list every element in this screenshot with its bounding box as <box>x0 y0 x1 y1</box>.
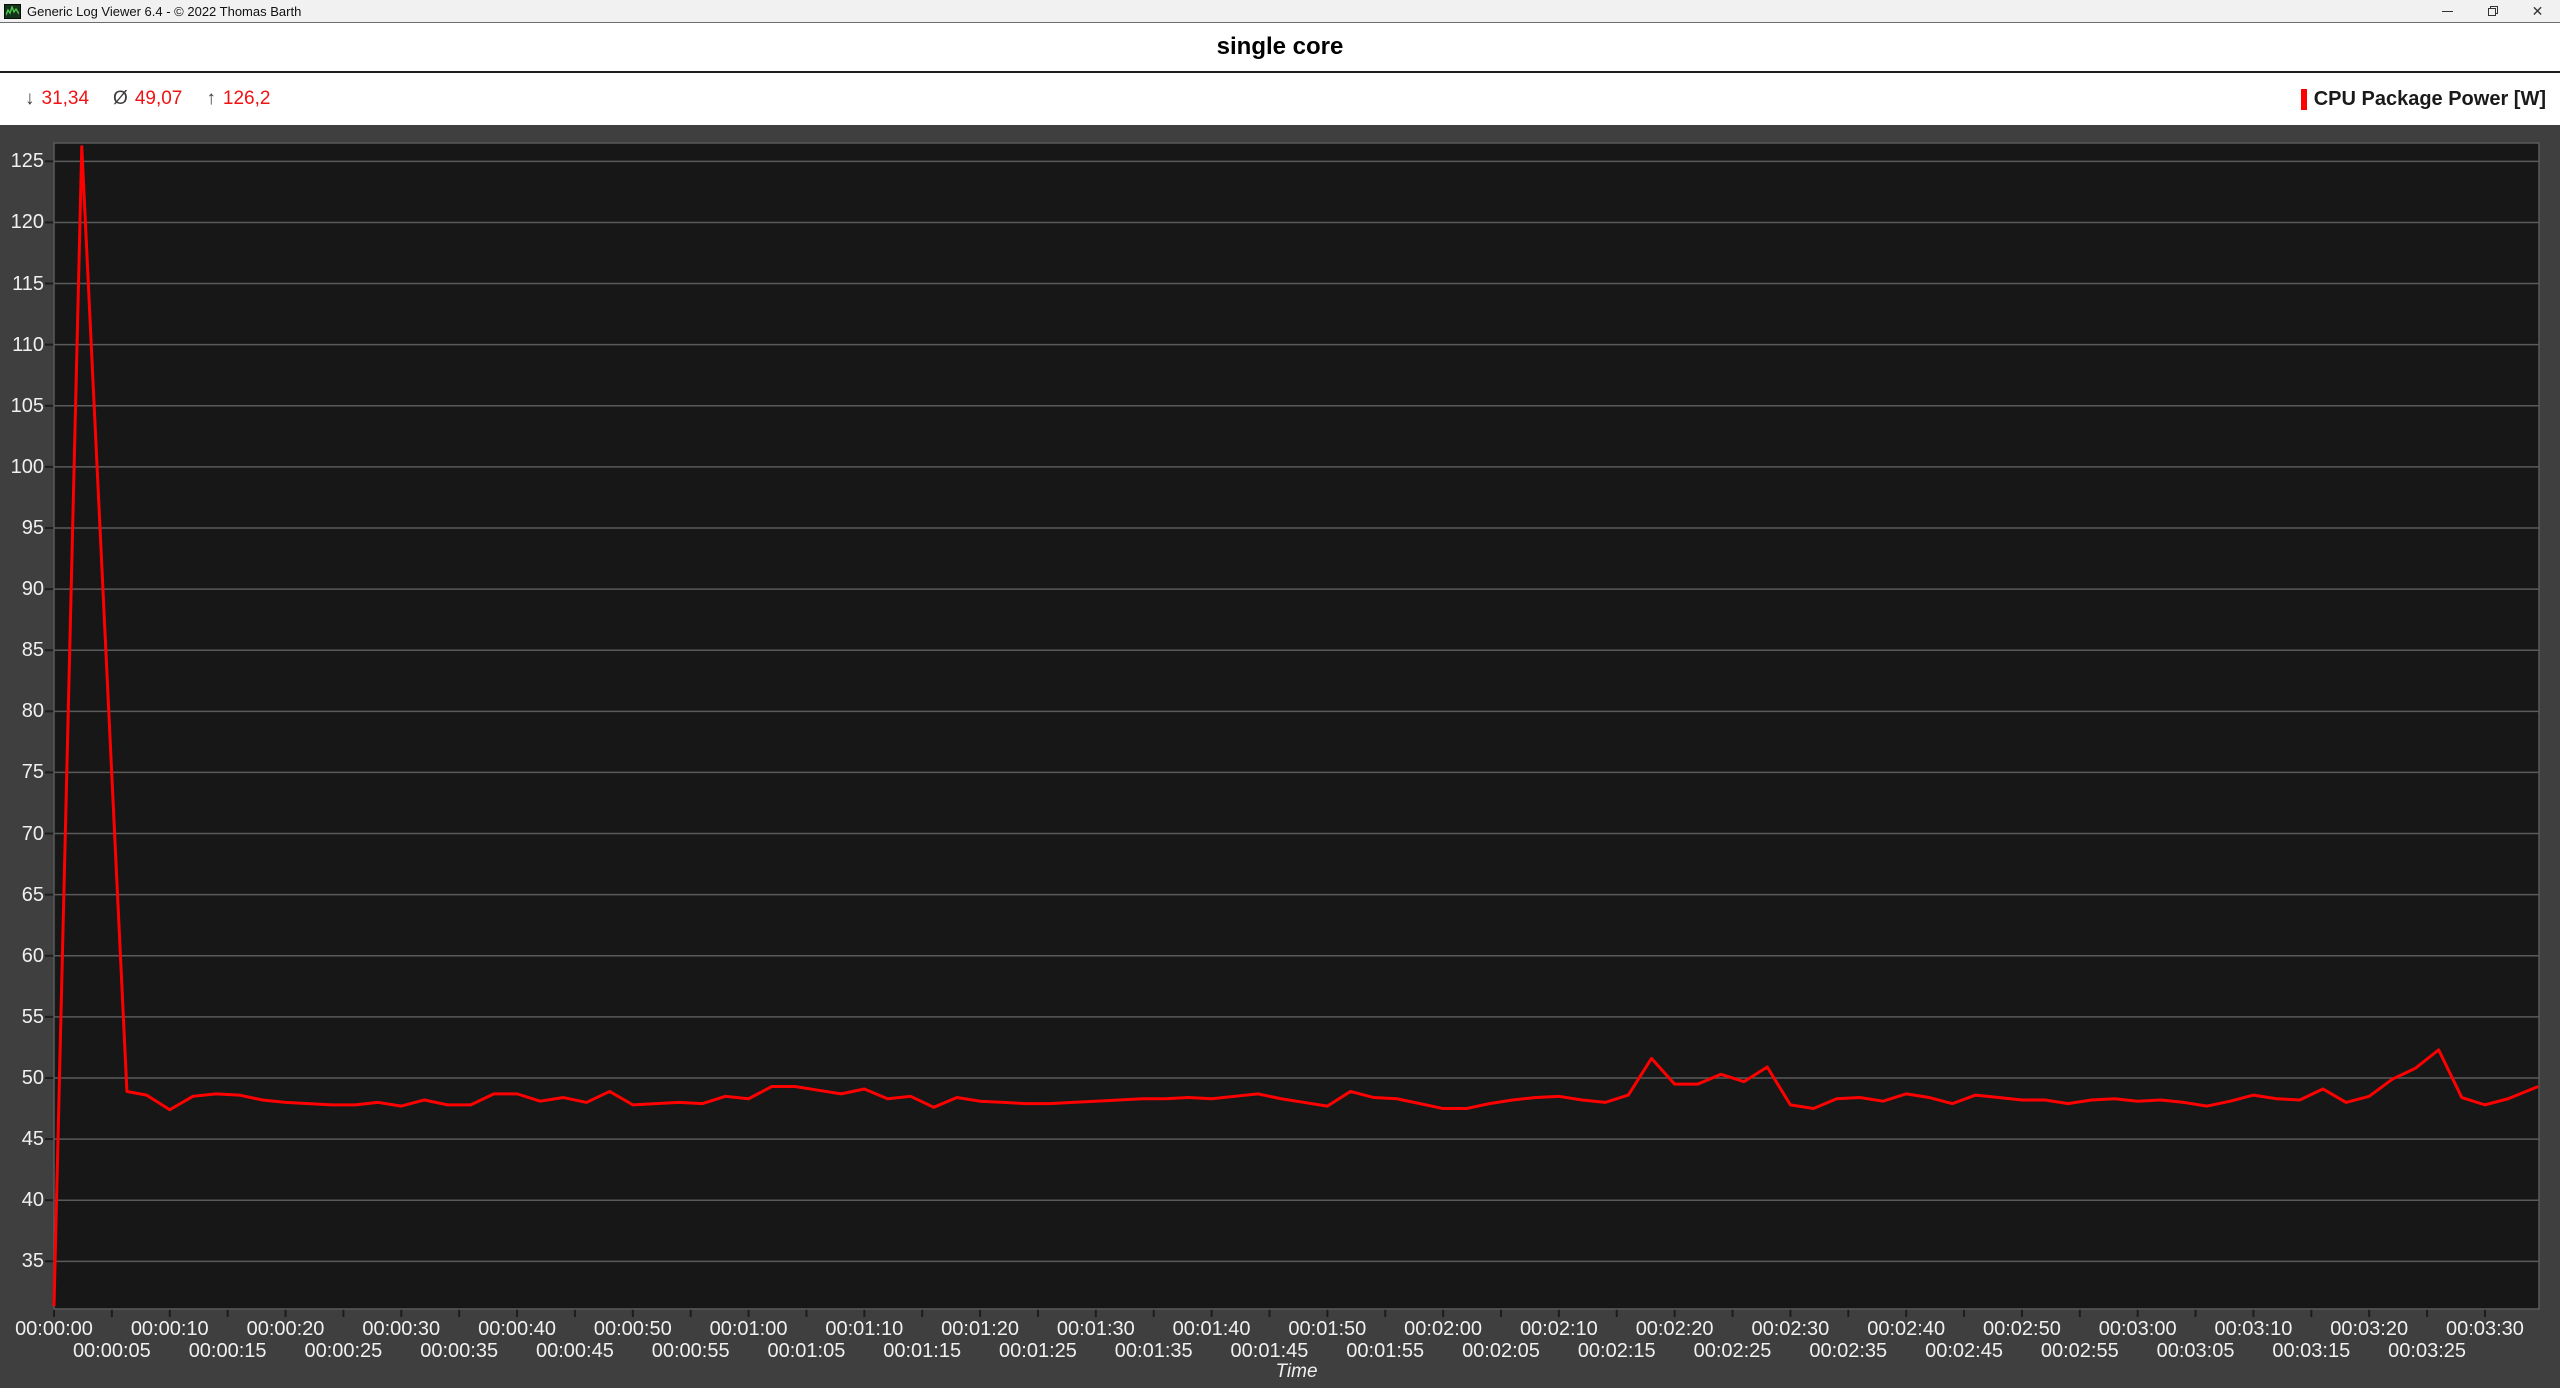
x-tick-label: 00:02:05 <box>1462 1340 1540 1362</box>
x-tick-label: 00:02:00 <box>1404 1318 1483 1340</box>
x-tick-label: 00:03:25 <box>2388 1340 2466 1362</box>
x-tick-label: 00:02:25 <box>1693 1340 1772 1362</box>
x-tick-label: 00:01:40 <box>1172 1318 1251 1340</box>
x-tick-label: 00:02:20 <box>1635 1318 1714 1340</box>
x-tick-label: 00:03:30 <box>2446 1318 2524 1340</box>
x-tick-label: 00:02:10 <box>1519 1318 1598 1340</box>
x-tick-label: 00:00:35 <box>420 1340 499 1362</box>
x-tick-label: 00:02:40 <box>1867 1318 1946 1340</box>
legend-color-chip <box>2300 88 2307 110</box>
x-tick-label: 00:02:50 <box>1982 1318 2061 1340</box>
page-title: single core <box>1216 33 1344 60</box>
max-arrow-icon: ↑ <box>206 88 216 109</box>
y-tick-label: 85 <box>21 639 44 662</box>
y-tick-label: 50 <box>21 1066 44 1089</box>
chart-area: 125 120 115 110 105 100 95 90 85 80 75 70 65 60 55 50 45… <box>0 125 2560 1388</box>
x-tick-label: 00:02:30 <box>1751 1318 1830 1340</box>
x-tick-label: 00:02:15 <box>1577 1340 1656 1362</box>
y-tick-label: 60 <box>21 944 44 967</box>
y-tick-label: 120 <box>10 211 44 234</box>
series-stats: ↓ 31,34 Ø 49,07 ↑ 126,2 <box>25 88 270 110</box>
plot-border <box>53 142 2540 1310</box>
x-tick-label: 00:00:40 <box>478 1318 556 1340</box>
x-tick-label: 00:01:20 <box>941 1318 1019 1340</box>
cpu-power-line <box>52 145 2539 1307</box>
y-tick-label: 80 <box>21 700 44 723</box>
x-tick-label: 00:01:45 <box>1230 1340 1309 1362</box>
y-tick-label: 65 <box>21 883 44 906</box>
close-icon: ✕ <box>2531 3 2544 19</box>
x-tick-label: 00:00:00 <box>15 1318 93 1340</box>
x-tick-label: 00:00:10 <box>130 1318 209 1340</box>
x-tick-label: 00:00:50 <box>593 1318 672 1340</box>
y-tick-label: 105 <box>10 394 44 417</box>
window-controls: ✕ <box>2425 0 2560 22</box>
x-tick-label: 00:01:50 <box>1288 1318 1367 1340</box>
minimize-icon <box>2442 10 2453 12</box>
x-tick-label: 00:01:05 <box>767 1340 846 1362</box>
x-tick-label: 00:00:25 <box>304 1340 383 1362</box>
window-titlebar: Generic Log Viewer 6.4 - © 2022 Thomas B… <box>0 0 2560 23</box>
y-tick-label: 100 <box>10 455 44 478</box>
x-tick-label: 00:00:55 <box>651 1340 730 1362</box>
y-tick-label: 115 <box>12 272 44 295</box>
x-tick-label: 00:03:20 <box>2330 1318 2409 1340</box>
window-title: Generic Log Viewer 6.4 - © 2022 Thomas B… <box>27 3 302 19</box>
legend: CPU Package Power [W] <box>2300 87 2546 111</box>
y-tick-label: 110 <box>12 333 44 356</box>
stat-max: ↑ 126,2 <box>206 88 270 110</box>
close-button[interactable]: ✕ <box>2515 0 2560 22</box>
x-tick-label: 00:02:55 <box>2040 1340 2119 1362</box>
average-icon: Ø <box>113 88 128 109</box>
x-tick-label: 00:01:55 <box>1346 1340 1425 1362</box>
x-tick-label: 00:02:45 <box>1925 1340 2003 1362</box>
x-tick-label: 00:01:15 <box>883 1340 962 1362</box>
x-tick-label: 00:03:15 <box>2272 1340 2351 1362</box>
plot-svg[interactable] <box>0 125 2560 1388</box>
stats-band: ↓ 31,34 Ø 49,07 ↑ 126,2 CPU Package Powe… <box>0 73 2560 125</box>
avg-value: 49,07 <box>134 88 183 109</box>
x-tick-label: 00:01:30 <box>1056 1318 1135 1340</box>
stat-min: ↓ 31,34 <box>25 88 89 110</box>
x-tick-label: 00:02:35 <box>1809 1340 1888 1362</box>
x-tick-label: 00:00:05 <box>72 1340 151 1362</box>
x-tick-label: 00:00:15 <box>188 1340 267 1362</box>
legend-label: CPU Package Power [W] <box>2313 87 2546 110</box>
max-value: 126,2 <box>222 88 271 109</box>
x-tick-label: 00:00:30 <box>362 1318 441 1340</box>
restore-icon <box>2487 6 2498 16</box>
y-tick-label: 55 <box>21 1005 44 1028</box>
stat-avg: Ø 49,07 <box>113 88 182 110</box>
y-tick-label: 95 <box>21 516 44 539</box>
x-tick-label: 00:01:00 <box>709 1318 788 1340</box>
x-tick-label: 00:01:35 <box>1114 1340 1193 1362</box>
minimize-button[interactable] <box>2425 0 2470 22</box>
restore-button[interactable] <box>2470 0 2515 22</box>
app-icon <box>4 3 21 19</box>
band-separator <box>0 71 2560 73</box>
x-tick-label: 00:03:00 <box>2098 1318 2177 1340</box>
y-tick-label: 70 <box>21 822 44 845</box>
x-tick-label: 00:03:10 <box>2214 1318 2293 1340</box>
x-tick-label: 00:01:10 <box>825 1318 904 1340</box>
y-tick-label: 35 <box>21 1250 44 1273</box>
y-tick-label: 90 <box>21 578 44 601</box>
y-tick-label: 40 <box>21 1189 44 1212</box>
min-value: 31,34 <box>41 88 90 109</box>
min-arrow-icon: ↓ <box>25 88 35 109</box>
y-tick-label: 75 <box>21 761 44 784</box>
plot-background <box>54 143 2539 1309</box>
x-axis-title: Time <box>1275 1361 1318 1382</box>
chart-title-band: single core <box>0 23 2560 71</box>
y-tick-label: 125 <box>10 150 44 173</box>
x-tick-label: 00:00:20 <box>246 1318 325 1340</box>
x-tick-label: 00:01:25 <box>999 1340 1077 1362</box>
x-tick-label: 00:00:45 <box>535 1340 614 1362</box>
y-tick-label: 45 <box>21 1128 44 1151</box>
x-tick-label: 00:03:05 <box>2156 1340 2235 1362</box>
